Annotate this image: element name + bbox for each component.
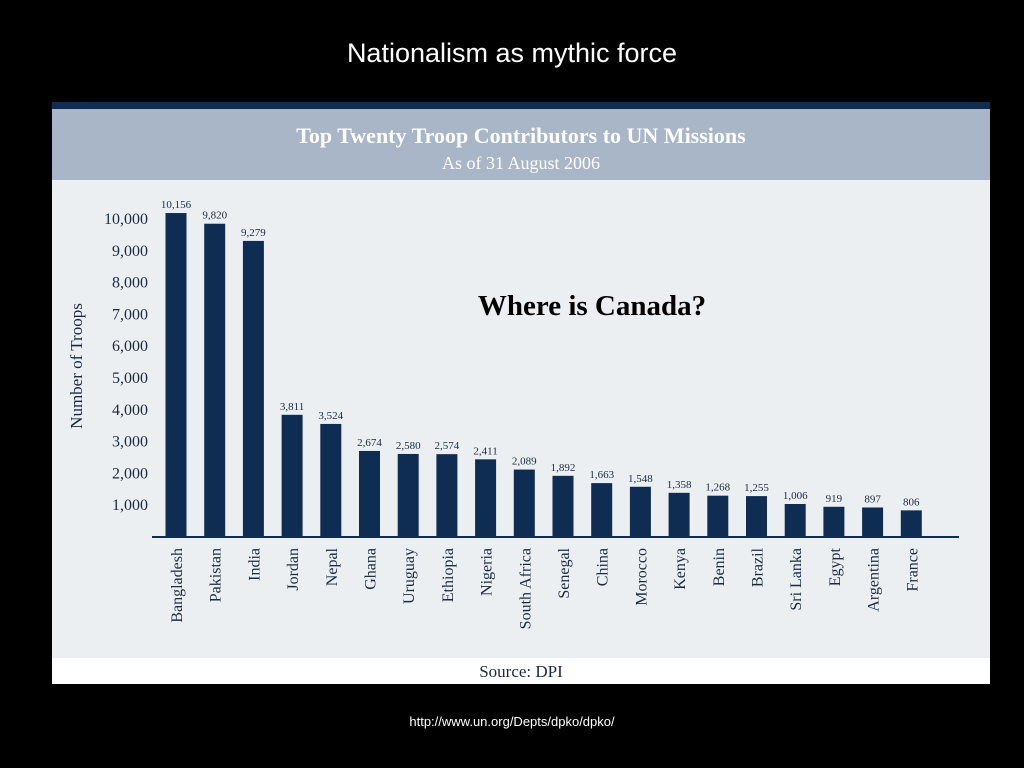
bar-value-label: 1,663 [589,469,614,481]
source-label: Source: DPI [479,662,563,681]
x-tick-label: Argentina [866,548,883,612]
y-tick-label: 10,000 [104,211,148,228]
bar-value-label: 1,892 [551,462,576,474]
bar [862,507,884,536]
x-tick-label: Nepal [324,547,341,586]
x-tick-label: Morocco [633,548,650,606]
bar [281,414,303,536]
bar [475,459,497,536]
bar [204,223,226,536]
bar-value-label: 1,255 [744,482,769,494]
bar-value-label: 1,548 [628,473,653,485]
bar [165,213,187,537]
x-tick-label: Senegal [556,547,573,598]
bar [784,504,806,536]
x-tick-label: Benin [711,548,728,586]
y-tick-label: 3,000 [112,434,148,451]
x-tick-label: Bangladesh [169,548,186,623]
x-tick-label: Pakistan [208,548,225,602]
x-tick-label: Ethiopia [440,548,457,602]
bar [746,496,767,536]
bar [707,495,729,536]
bar-value-label: 2,089 [512,456,537,468]
bar [436,454,458,536]
bar [320,423,342,536]
y-tick-label: 6,000 [112,338,148,355]
bar-value-label: 2,574 [435,440,460,452]
x-tick-label: Egypt [827,547,844,586]
y-tick-label: 5,000 [112,370,148,387]
bar-value-label: 1,268 [705,482,730,494]
bar-chart: Number of Troops 1,000 2,000 3,000 4,000 5,00… [67,199,959,629]
chart-panel: Top Twenty Troop Contributors to UN Miss… [52,102,990,684]
x-tick-label: South Africa [517,548,534,629]
bar [668,492,690,536]
callout-text: Where is Canada? [477,290,707,322]
bar [900,510,922,536]
bar [591,483,613,536]
bar [552,475,574,536]
y-tick-label: 1,000 [112,497,148,514]
bar-value-label: 10,156 [161,199,192,211]
bar-value-label: 3,811 [280,401,304,413]
x-tick-label: Brazil [750,547,767,587]
x-tick-label: Jordan [285,548,302,591]
slide-title: Nationalism as mythic force [346,38,678,68]
bar-value-label: 897 [864,493,881,505]
y-axis-title: Number of Troops [67,303,86,429]
x-tick-label: Ghana [363,548,380,590]
bar [242,240,264,536]
x-tick-label: Kenya [672,548,689,590]
bar-value-label: 3,524 [318,410,343,422]
x-tick-label: Nigeria [479,548,496,596]
y-tick-label: 9,000 [112,243,148,260]
bar-value-label: 919 [826,493,843,505]
x-tick-label: China [595,548,612,586]
chart-header: Top Twenty Troop Contributors to UN Miss… [52,109,990,180]
bar [823,506,845,536]
bar-value-label: 806 [903,496,920,508]
bar [359,450,380,536]
x-tick-label: Uruguay [401,548,418,604]
y-tick-label: 7,000 [112,306,148,323]
bar [629,486,651,536]
chart-title: Top Twenty Troop Contributors to UN Miss… [296,123,746,148]
x-tick-label: India [246,548,263,581]
bar-value-label: 1,358 [667,479,692,491]
bar [513,469,535,536]
chart-subtitle: As of 31 August 2006 [441,153,600,173]
panel-top-bar [52,102,990,109]
bar-value-label: 2,411 [473,445,497,457]
bar-value-label: 1,006 [783,490,808,502]
chart-footer: Source: DPI [52,658,990,684]
bar [397,453,419,536]
y-tick-label: 2,000 [112,465,148,482]
bar-value-label: 9,279 [241,227,266,239]
x-tick-label: France [904,548,921,592]
y-tick-label: 4,000 [112,402,148,419]
source-url[interactable]: http://www.un.org/Depts/dpko/dpko/ [409,714,615,729]
bar-value-label: 9,820 [202,210,227,222]
bar-value-label: 2,580 [396,440,421,452]
x-tick-label: Sri Lanka [788,548,805,611]
bar-value-label: 2,674 [357,437,382,449]
y-tick-label: 8,000 [112,275,148,292]
